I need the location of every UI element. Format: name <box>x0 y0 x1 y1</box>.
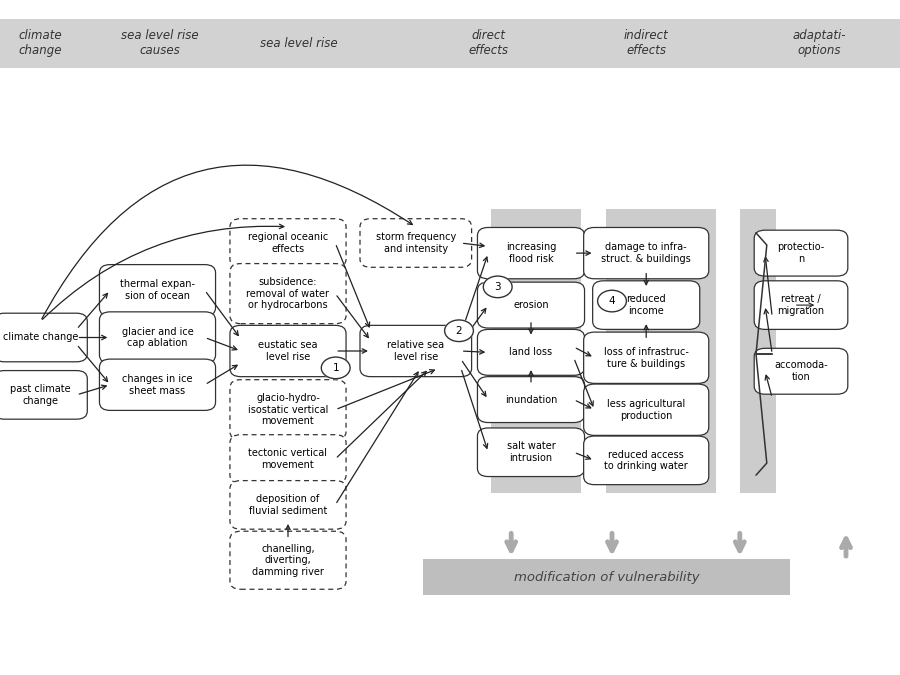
FancyBboxPatch shape <box>230 325 346 377</box>
Text: protectio-
n: protectio- n <box>778 242 824 264</box>
Bar <box>0 19 900 68</box>
Text: sea level rise
causes: sea level rise causes <box>122 29 199 57</box>
Bar <box>740 209 776 493</box>
Text: regional oceanic
effects: regional oceanic effects <box>248 232 328 254</box>
FancyBboxPatch shape <box>583 227 709 279</box>
FancyBboxPatch shape <box>230 264 346 324</box>
Text: 4: 4 <box>608 296 616 306</box>
Text: reduced
income: reduced income <box>626 294 666 316</box>
Text: 1: 1 <box>332 363 339 373</box>
Circle shape <box>445 320 473 342</box>
Text: sea level rise: sea level rise <box>260 36 338 50</box>
FancyBboxPatch shape <box>0 313 87 362</box>
FancyBboxPatch shape <box>99 312 216 363</box>
Bar <box>606 209 716 493</box>
Text: chanelling,
diverting,
damming river: chanelling, diverting, damming river <box>252 543 324 577</box>
FancyBboxPatch shape <box>754 230 848 276</box>
Text: salt water
intrusion: salt water intrusion <box>507 441 555 463</box>
Circle shape <box>321 357 350 379</box>
Text: changes in ice
sheet mass: changes in ice sheet mass <box>122 374 193 396</box>
FancyBboxPatch shape <box>583 332 709 383</box>
Text: climate
change: climate change <box>19 29 62 57</box>
Text: retreat /
migration: retreat / migration <box>778 294 824 316</box>
FancyBboxPatch shape <box>99 359 216 410</box>
FancyBboxPatch shape <box>754 281 848 329</box>
FancyBboxPatch shape <box>477 428 585 477</box>
FancyBboxPatch shape <box>230 379 346 440</box>
FancyBboxPatch shape <box>477 377 585 423</box>
Text: erosion: erosion <box>513 300 549 310</box>
Text: land loss: land loss <box>509 348 553 357</box>
Text: damage to infra-
struct. & buildings: damage to infra- struct. & buildings <box>601 242 691 264</box>
FancyBboxPatch shape <box>477 282 585 328</box>
Text: storm frequency
and intensity: storm frequency and intensity <box>375 232 456 254</box>
FancyBboxPatch shape <box>477 227 585 279</box>
FancyBboxPatch shape <box>230 481 346 529</box>
FancyBboxPatch shape <box>230 435 346 483</box>
Text: 2: 2 <box>455 326 463 335</box>
Text: climate change: climate change <box>3 333 78 342</box>
Text: relative sea
level rise: relative sea level rise <box>387 340 445 362</box>
Text: less agricultural
production: less agricultural production <box>608 399 685 421</box>
Text: adaptati-
options: adaptati- options <box>792 29 846 57</box>
Circle shape <box>483 276 512 298</box>
Text: accomoda-
tion: accomoda- tion <box>774 360 828 382</box>
Text: 3: 3 <box>494 282 501 292</box>
FancyBboxPatch shape <box>583 384 709 435</box>
Bar <box>423 559 790 595</box>
FancyBboxPatch shape <box>230 531 346 589</box>
Text: loss of infrastruc-
ture & buildings: loss of infrastruc- ture & buildings <box>604 347 689 369</box>
Text: tectonic vertical
movement: tectonic vertical movement <box>248 448 328 470</box>
Text: deposition of
fluvial sediment: deposition of fluvial sediment <box>248 494 328 516</box>
Text: glacier and ice
cap ablation: glacier and ice cap ablation <box>122 327 194 348</box>
Text: eustatic sea
level rise: eustatic sea level rise <box>258 340 318 362</box>
FancyBboxPatch shape <box>360 325 472 377</box>
Text: indirect
effects: indirect effects <box>624 29 669 57</box>
Text: modification of vulnerability: modification of vulnerability <box>514 570 699 584</box>
FancyBboxPatch shape <box>583 436 709 485</box>
Text: past climate
change: past climate change <box>10 384 71 406</box>
Text: reduced access
to drinking water: reduced access to drinking water <box>604 450 689 471</box>
Bar <box>491 209 580 493</box>
FancyBboxPatch shape <box>360 219 472 267</box>
Text: thermal expan-
sion of ocean: thermal expan- sion of ocean <box>120 279 195 301</box>
Text: subsidence:
removal of water
or hydrocarbons: subsidence: removal of water or hydrocar… <box>247 277 329 310</box>
Text: inundation: inundation <box>505 395 557 404</box>
Text: increasing
flood risk: increasing flood risk <box>506 242 556 264</box>
Circle shape <box>598 290 626 312</box>
Text: glacio-hydro-
isostatic vertical
movement: glacio-hydro- isostatic vertical movemen… <box>248 393 328 427</box>
FancyBboxPatch shape <box>230 219 346 267</box>
FancyBboxPatch shape <box>0 371 87 419</box>
FancyBboxPatch shape <box>592 281 700 329</box>
FancyBboxPatch shape <box>754 348 848 394</box>
FancyBboxPatch shape <box>99 265 216 316</box>
Text: direct
effects: direct effects <box>469 29 508 57</box>
FancyBboxPatch shape <box>477 329 585 375</box>
